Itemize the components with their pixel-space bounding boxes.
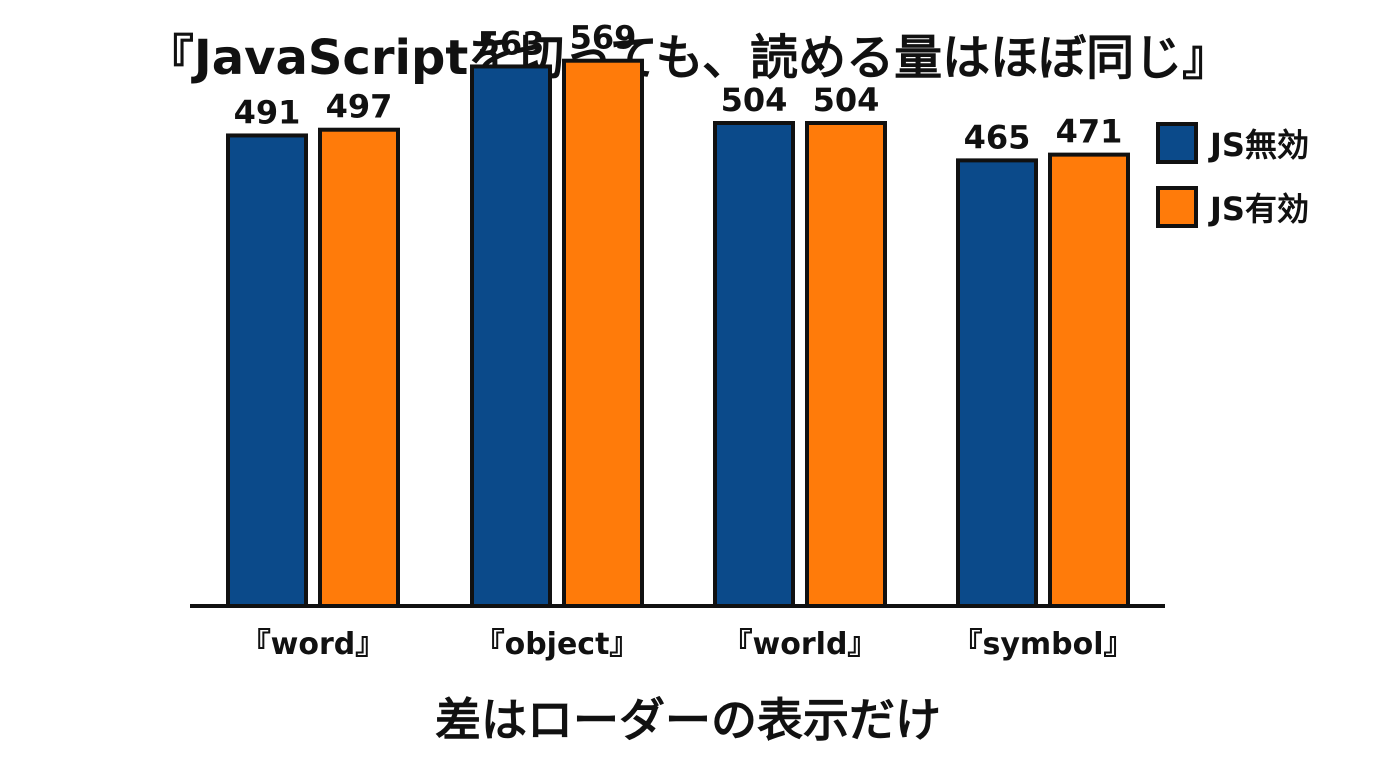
legend-item-js-disabled: JS無効 xyxy=(1156,118,1366,168)
legend-swatch-js-disabled xyxy=(1156,122,1198,164)
value-labels-layer: 491 497 563 569 504 504 465 471 xyxy=(234,19,1123,157)
value-label-js-disabled-4: 465 xyxy=(964,118,1031,156)
legend-swatch-js-enabled xyxy=(1156,186,1198,228)
bar-js-enabled-2 xyxy=(562,58,644,609)
legend: JS無効 JS有効 xyxy=(1156,118,1366,246)
bar-js-disabled-3 xyxy=(713,121,795,608)
legend-item-js-enabled: JS有効 xyxy=(1156,182,1366,232)
chart-title: 『JavaScriptを切っても、読める量はほぼ同じ』 xyxy=(145,30,1231,86)
value-label-js-enabled-4: 471 xyxy=(1056,113,1123,151)
value-label-js-disabled-3: 504 xyxy=(721,81,788,119)
category-label-2: 『object』 xyxy=(475,627,640,662)
value-label-js-enabled-3: 504 xyxy=(813,81,880,119)
value-label-js-enabled-1: 497 xyxy=(326,88,393,126)
bar-js-enabled-4 xyxy=(1048,152,1130,608)
bar-js-disabled-2 xyxy=(470,64,552,609)
category-label-3: 『world』 xyxy=(723,627,878,662)
category-labels-layer: 『word』 『object』 『world』 『symbol』 xyxy=(241,627,1134,662)
category-label-1: 『word』 xyxy=(241,627,386,662)
value-label-js-enabled-2: 569 xyxy=(570,19,637,57)
bar-js-enabled-1 xyxy=(318,127,400,608)
legend-label-js-enabled: JS有効 xyxy=(1210,190,1309,228)
chart-footer-note: 差はローダーの表示だけ xyxy=(435,693,941,747)
category-label-4: 『symbol』 xyxy=(952,627,1133,662)
value-label-js-disabled-2: 563 xyxy=(478,24,545,62)
value-label-js-disabled-1: 491 xyxy=(234,93,301,131)
bars-layer xyxy=(226,58,1130,609)
bar-js-disabled-1 xyxy=(226,133,308,608)
bar-js-enabled-3 xyxy=(805,121,887,608)
bar-js-disabled-4 xyxy=(956,158,1038,608)
legend-label-js-disabled: JS無効 xyxy=(1210,126,1309,164)
